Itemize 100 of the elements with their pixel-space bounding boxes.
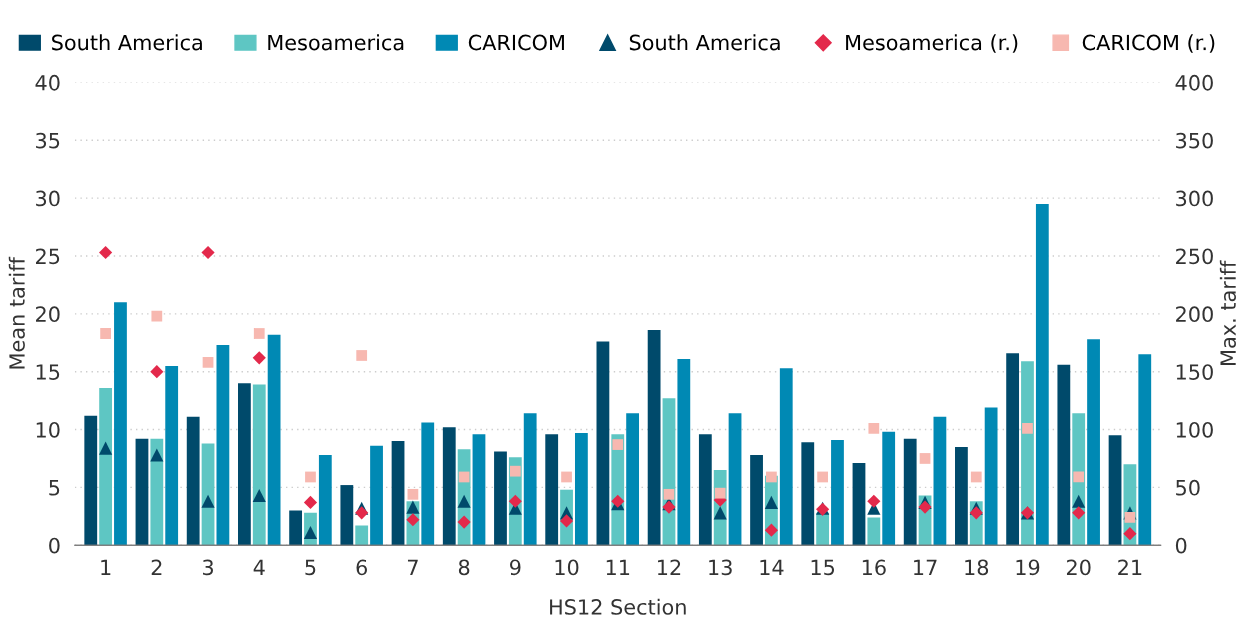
point bbox=[99, 441, 113, 455]
bar bbox=[216, 345, 230, 546]
y-tick-label: 35 bbox=[36, 132, 60, 149]
bar bbox=[355, 525, 369, 546]
point bbox=[150, 448, 164, 462]
y2-tick-label: 200 bbox=[1176, 306, 1213, 323]
point bbox=[561, 471, 572, 483]
point bbox=[868, 423, 880, 434]
bar bbox=[523, 413, 537, 546]
bar bbox=[933, 416, 947, 546]
point bbox=[201, 245, 215, 260]
bar bbox=[472, 434, 486, 546]
bar bbox=[831, 439, 844, 546]
point bbox=[252, 488, 266, 503]
bar bbox=[1057, 364, 1071, 546]
bar bbox=[955, 446, 968, 546]
x-tick-label: 4 bbox=[253, 559, 265, 575]
bar bbox=[1108, 435, 1122, 546]
y-tick-label: 0 bbox=[49, 537, 60, 554]
point bbox=[99, 245, 113, 260]
y-tick-label: 40 bbox=[35, 74, 60, 91]
bar bbox=[84, 415, 98, 546]
bar bbox=[575, 433, 588, 546]
legend-label: South America bbox=[52, 34, 202, 51]
bar bbox=[1006, 353, 1020, 546]
bar bbox=[1035, 203, 1049, 546]
point bbox=[918, 500, 932, 514]
x-tick-label: 19 bbox=[1016, 559, 1040, 576]
bar bbox=[1138, 354, 1152, 546]
point bbox=[1123, 527, 1137, 541]
y2-tick-label: 150 bbox=[1176, 364, 1213, 380]
bar bbox=[647, 330, 661, 546]
point bbox=[150, 365, 164, 379]
point bbox=[303, 525, 318, 540]
bar bbox=[421, 422, 435, 546]
bar bbox=[99, 387, 113, 546]
bar bbox=[1087, 339, 1100, 546]
point bbox=[1073, 471, 1085, 483]
bar bbox=[1021, 361, 1034, 546]
bar bbox=[867, 517, 881, 546]
bar bbox=[698, 434, 712, 546]
point bbox=[817, 471, 828, 483]
bar bbox=[370, 445, 383, 546]
bar bbox=[114, 302, 127, 546]
point bbox=[303, 495, 318, 510]
y2-tick-label: 250 bbox=[1176, 248, 1213, 265]
bar bbox=[779, 368, 793, 546]
bar bbox=[728, 413, 742, 546]
y2-tick-label: 50 bbox=[1176, 479, 1200, 496]
bar bbox=[677, 358, 691, 546]
x-tick-label: 21 bbox=[1118, 559, 1142, 575]
x-tick-label: 11 bbox=[606, 559, 630, 575]
point bbox=[764, 495, 778, 510]
y-tick-label: 25 bbox=[36, 248, 60, 265]
x-tick-label: 3 bbox=[203, 559, 213, 576]
y2-tick-label: 400 bbox=[1175, 74, 1213, 91]
bar bbox=[750, 454, 763, 546]
point bbox=[1072, 494, 1086, 508]
legend-label: South America bbox=[629, 34, 780, 51]
point bbox=[612, 439, 624, 450]
bar bbox=[340, 485, 354, 546]
x-axis-title: HS12 Section bbox=[550, 598, 686, 615]
x-tick-label: 1 bbox=[101, 559, 111, 575]
y-tick-label: 30 bbox=[36, 190, 60, 207]
y2-tick-label: 0 bbox=[1175, 537, 1187, 554]
point bbox=[457, 494, 471, 508]
bar bbox=[165, 365, 179, 546]
point bbox=[867, 494, 881, 508]
point bbox=[355, 506, 369, 520]
bar bbox=[150, 438, 164, 546]
x-tick-label: 8 bbox=[458, 559, 470, 576]
x-tick-label: 2 bbox=[151, 559, 162, 575]
point bbox=[253, 328, 265, 339]
y2-tick-label: 350 bbox=[1176, 132, 1213, 149]
legend-label: Mesoamerica (r.) bbox=[846, 34, 1018, 53]
bar bbox=[816, 512, 830, 546]
x-tick-label: 6 bbox=[356, 559, 367, 576]
y-tick-label: 5 bbox=[49, 480, 60, 496]
point bbox=[559, 514, 574, 528]
point bbox=[356, 350, 368, 361]
bar bbox=[391, 441, 405, 546]
bar bbox=[882, 431, 896, 546]
point bbox=[509, 465, 521, 477]
point bbox=[714, 487, 726, 499]
point bbox=[764, 523, 778, 537]
x-tick-label: 13 bbox=[709, 559, 732, 576]
bar bbox=[494, 451, 507, 546]
point bbox=[663, 488, 675, 500]
bar bbox=[318, 454, 332, 546]
bar bbox=[267, 334, 281, 546]
x-tick-label: 9 bbox=[510, 559, 521, 576]
bar bbox=[852, 463, 866, 546]
point bbox=[969, 506, 983, 520]
x-tick-label: 17 bbox=[914, 559, 937, 575]
point bbox=[919, 453, 931, 464]
point bbox=[1072, 506, 1086, 520]
bar bbox=[289, 510, 303, 546]
x-tick-label: 20 bbox=[1066, 559, 1091, 576]
x-tick-label: 18 bbox=[965, 559, 989, 576]
point bbox=[508, 494, 522, 508]
